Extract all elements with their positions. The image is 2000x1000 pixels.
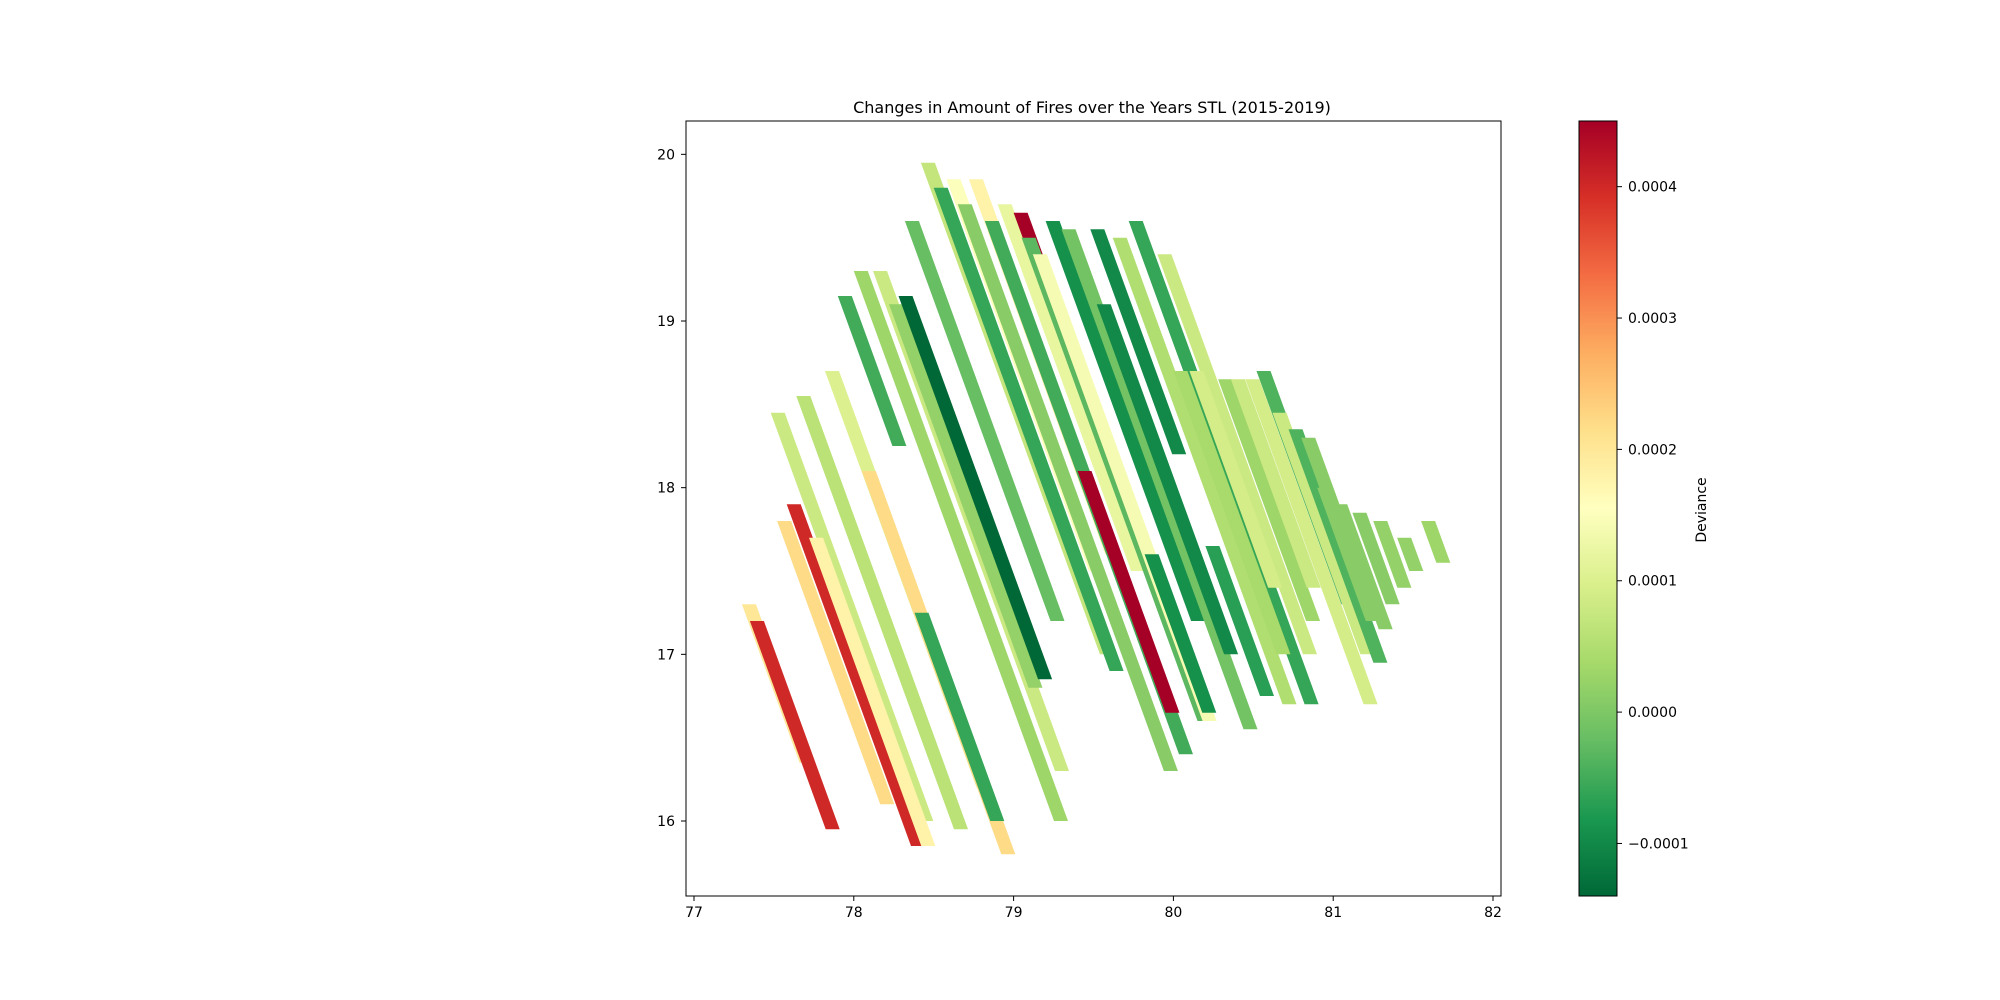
x-tick-label: 79 <box>1005 905 1023 921</box>
heat-strip <box>898 296 1053 680</box>
x-tick-label: 78 <box>845 905 863 921</box>
colorbar-tick-label: 0.0003 <box>1628 311 1677 327</box>
colorbar-gradient <box>1578 120 1618 897</box>
heat-strip <box>809 537 936 846</box>
heat-strip <box>914 612 1005 821</box>
heat-strip <box>1144 554 1217 713</box>
colorbar-tick-label: 0.0002 <box>1628 442 1677 458</box>
colorbar-tick-label: 0.0001 <box>1628 574 1677 590</box>
y-tick-label: 17 <box>657 647 675 663</box>
heat-strip <box>796 396 968 830</box>
y-tick-label: 20 <box>657 147 675 163</box>
heat-strip <box>837 296 907 446</box>
y-tick-label: 19 <box>657 314 675 330</box>
heat-strip <box>1397 537 1424 571</box>
y-tick-label: 18 <box>657 481 675 497</box>
axes-frame <box>685 120 1502 897</box>
heat-strip <box>904 221 1065 621</box>
y-axis: 16 17 18 19 20 <box>657 147 686 830</box>
heat-strip <box>1333 504 1393 630</box>
heat-strip <box>1077 471 1180 713</box>
heat-strip <box>1112 237 1297 705</box>
heat-strip <box>957 204 1178 772</box>
x-tick-label: 81 <box>1324 905 1342 921</box>
x-tick-label: 82 <box>1484 905 1502 921</box>
heat-strip <box>889 304 1043 688</box>
heat-strip <box>1218 379 1321 621</box>
colorbar: −0.0001 0.0000 0.0001 0.0002 0.0003 0.0004 De… <box>1578 120 1710 897</box>
heat-strip <box>1421 521 1451 563</box>
heat-strip <box>770 412 934 821</box>
heat-strip <box>1045 221 1206 621</box>
heat-strip <box>1090 229 1187 455</box>
heat-strip <box>853 271 1068 821</box>
colorbar-tick-label: −0.0001 <box>1628 836 1689 852</box>
x-axis: 77 78 79 80 81 82 <box>685 896 1502 921</box>
heat-strip <box>1157 254 1317 655</box>
colorbar-tick-label: 0.0000 <box>1628 705 1677 721</box>
heat-strip <box>1173 371 1291 655</box>
heat-strip <box>997 204 1146 572</box>
heat-strip <box>1230 379 1321 588</box>
colorbar-tick-label: 0.0004 <box>1628 180 1677 196</box>
heat-strip <box>933 187 1124 671</box>
heat-strip <box>1352 512 1400 605</box>
plot-area <box>741 162 1451 855</box>
x-tick-label: 77 <box>685 905 703 921</box>
heat-strip <box>1373 521 1412 588</box>
heat-strip <box>749 621 840 830</box>
heat-strip <box>1189 371 1283 588</box>
chart-title: Changes in Amount of Fires over the Year… <box>853 98 1331 117</box>
heat-strip <box>1096 304 1239 655</box>
colorbar-ticks: −0.0001 0.0000 0.0001 0.0002 0.0003 0.0004 <box>1617 180 1689 852</box>
colorbar-label: Deviance <box>1694 477 1710 542</box>
y-tick-label: 16 <box>657 814 675 830</box>
heat-strip <box>1205 546 1274 696</box>
heat-strip <box>777 521 895 805</box>
heat-strip <box>1245 379 1378 705</box>
x-tick-label: 80 <box>1164 905 1182 921</box>
